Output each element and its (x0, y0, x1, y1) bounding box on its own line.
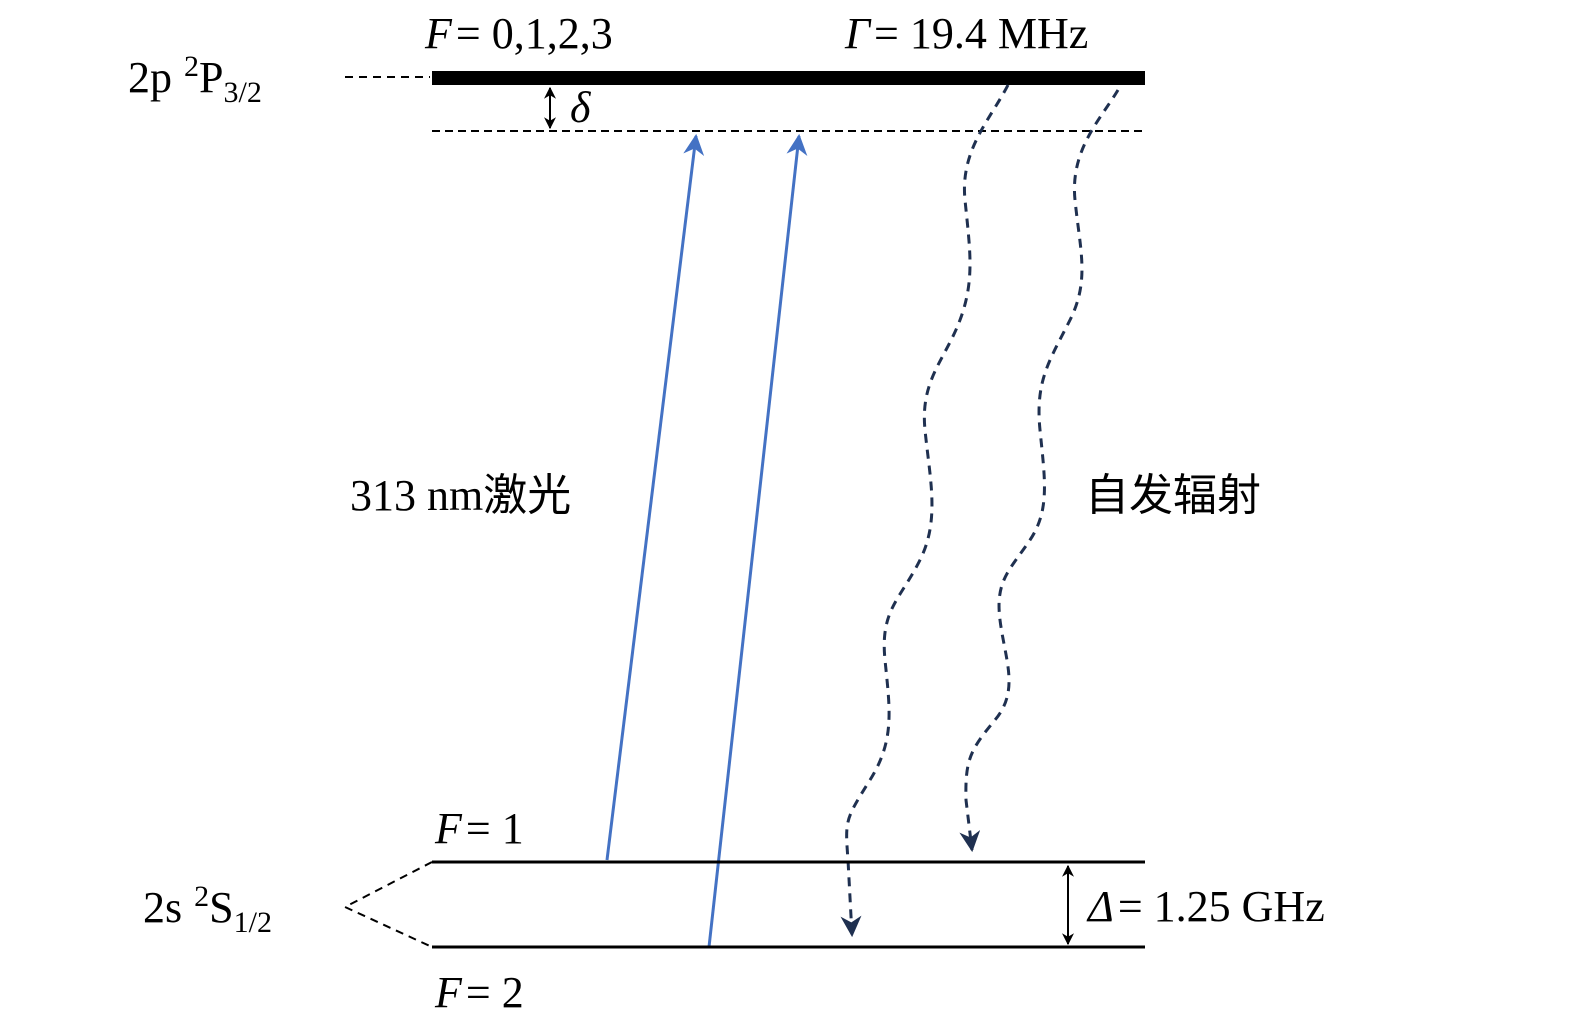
sub: 1/2 (234, 906, 272, 939)
upper-sublevel-label: F= 1 (434, 804, 524, 853)
config: 2s (143, 883, 182, 932)
laser-arrow (605, 133, 705, 861)
upper-level-label: 2p 2P3/2 (128, 50, 262, 109)
laser-arrow (707, 133, 808, 948)
symbol: F (434, 804, 463, 853)
sub: 3/2 (223, 76, 261, 109)
sup: 2 (194, 880, 209, 913)
sup: 2 (184, 50, 199, 83)
value: = 0,1,2,3 (456, 9, 613, 58)
value: = 19.4 MHz (874, 9, 1088, 58)
lower-sublevel-label: F= 2 (434, 968, 524, 1017)
emission-arrow (840, 84, 1010, 938)
value: = 1 (466, 804, 524, 853)
emission-label: 自发辐射 (1085, 471, 1261, 520)
splitting-label: Δ= 1.25 GHz (1086, 882, 1325, 931)
config: 2p (128, 53, 172, 102)
symbol: F (434, 968, 463, 1017)
symbol: F (424, 9, 453, 58)
emission-arrow (959, 89, 1120, 853)
level-link (342, 861, 433, 948)
lower-level-label: 2s 2S1/2 (143, 880, 272, 939)
symbol: Γ (844, 9, 872, 58)
term: S (209, 883, 233, 932)
upper-hyperfine: F= 0,1,2,3 (424, 9, 613, 58)
value: = 2 (466, 968, 524, 1017)
detuning-label: δ (570, 83, 592, 132)
term: P (199, 53, 223, 102)
value: = 1.25 GHz (1118, 882, 1325, 931)
linewidth: Γ= 19.4 MHz (844, 9, 1088, 58)
laser-label: 313 nm激光 (350, 471, 571, 520)
symbol: Δ (1086, 882, 1114, 931)
